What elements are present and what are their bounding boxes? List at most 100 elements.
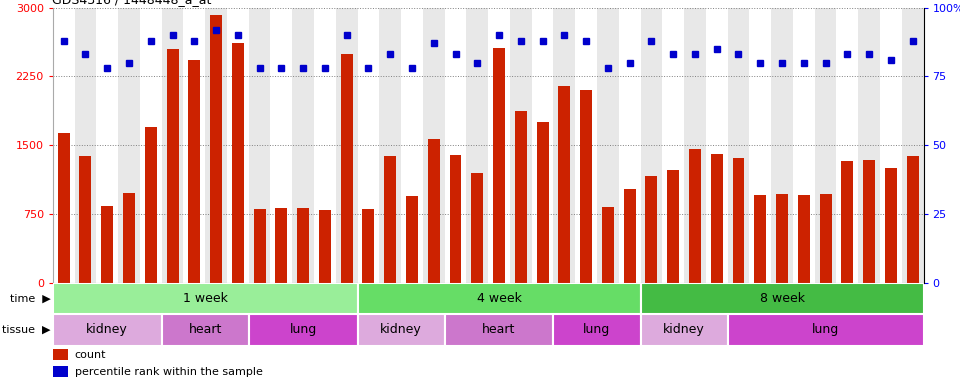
Bar xyxy=(554,8,575,283)
Text: kidney: kidney xyxy=(380,323,422,336)
Bar xyxy=(357,8,379,283)
Bar xyxy=(559,86,570,283)
Bar xyxy=(444,314,554,346)
Bar xyxy=(493,48,505,283)
Text: lung: lung xyxy=(584,323,611,336)
Bar xyxy=(161,8,183,283)
Bar xyxy=(776,194,788,283)
Bar xyxy=(858,8,880,283)
Bar xyxy=(183,8,205,283)
Bar xyxy=(640,283,924,314)
Bar xyxy=(58,133,70,283)
Bar xyxy=(401,8,422,283)
Bar xyxy=(384,156,396,283)
Text: count: count xyxy=(75,349,106,359)
Bar xyxy=(341,53,352,283)
Bar xyxy=(232,43,244,283)
Bar xyxy=(640,8,662,283)
Bar xyxy=(166,49,179,283)
Bar xyxy=(836,8,858,283)
Text: 8 week: 8 week xyxy=(759,292,804,305)
Bar xyxy=(363,209,374,283)
Bar xyxy=(319,210,331,283)
Bar xyxy=(597,8,619,283)
Text: heart: heart xyxy=(188,323,222,336)
Bar xyxy=(815,8,836,283)
Bar xyxy=(298,209,309,283)
Bar xyxy=(841,161,853,283)
Bar xyxy=(863,160,876,283)
Bar xyxy=(53,314,161,346)
Text: 4 week: 4 week xyxy=(476,292,521,305)
Bar xyxy=(210,15,222,283)
Bar xyxy=(357,283,640,314)
Bar xyxy=(710,154,723,283)
Bar xyxy=(101,206,113,283)
Text: GDS4316 / 1448448_a_at: GDS4316 / 1448448_a_at xyxy=(52,0,211,7)
Bar xyxy=(624,189,636,283)
Bar xyxy=(771,8,793,283)
Bar xyxy=(820,194,831,283)
Bar xyxy=(488,8,510,283)
Text: kidney: kidney xyxy=(663,323,705,336)
Text: 1 week: 1 week xyxy=(182,292,228,305)
Bar xyxy=(750,8,771,283)
Bar xyxy=(554,314,640,346)
Bar xyxy=(271,8,292,283)
Bar xyxy=(449,155,462,283)
Text: lung: lung xyxy=(290,323,317,336)
Bar xyxy=(728,314,924,346)
Bar xyxy=(161,314,249,346)
Bar xyxy=(515,111,527,283)
Bar xyxy=(689,149,701,283)
Bar xyxy=(422,8,444,283)
Bar xyxy=(619,8,640,283)
Bar xyxy=(80,156,91,283)
Bar xyxy=(336,8,357,283)
Bar xyxy=(140,8,161,283)
Bar xyxy=(728,8,750,283)
Text: tissue  ▶: tissue ▶ xyxy=(2,325,51,335)
Bar xyxy=(510,8,532,283)
Bar xyxy=(684,8,706,283)
Bar xyxy=(667,170,679,283)
Bar xyxy=(575,8,597,283)
Text: percentile rank within the sample: percentile rank within the sample xyxy=(75,367,262,377)
Bar xyxy=(53,8,75,283)
Bar xyxy=(428,139,440,283)
Bar xyxy=(145,127,156,283)
Bar xyxy=(253,209,266,283)
Bar xyxy=(662,8,684,283)
Bar xyxy=(123,193,135,283)
Bar xyxy=(53,349,68,360)
Bar xyxy=(602,207,613,283)
Bar xyxy=(901,8,924,283)
Bar xyxy=(379,8,401,283)
Bar xyxy=(798,195,810,283)
Bar xyxy=(357,314,444,346)
Bar xyxy=(885,168,897,283)
Text: kidney: kidney xyxy=(86,323,128,336)
Bar xyxy=(406,195,418,283)
Bar xyxy=(444,8,467,283)
Bar xyxy=(580,90,592,283)
Text: heart: heart xyxy=(482,323,516,336)
Bar xyxy=(205,8,227,283)
Bar xyxy=(880,8,901,283)
Bar xyxy=(96,8,118,283)
Text: time  ▶: time ▶ xyxy=(11,293,51,303)
Bar xyxy=(292,8,314,283)
Bar xyxy=(188,60,201,283)
Bar xyxy=(467,8,489,283)
Text: lung: lung xyxy=(812,323,839,336)
Bar xyxy=(249,314,357,346)
Bar xyxy=(75,8,96,283)
Bar xyxy=(906,156,919,283)
Bar xyxy=(793,8,815,283)
Bar xyxy=(645,176,658,283)
Bar xyxy=(118,8,140,283)
Bar xyxy=(532,8,554,283)
Bar xyxy=(314,8,336,283)
Bar xyxy=(640,314,728,346)
Bar xyxy=(276,209,287,283)
